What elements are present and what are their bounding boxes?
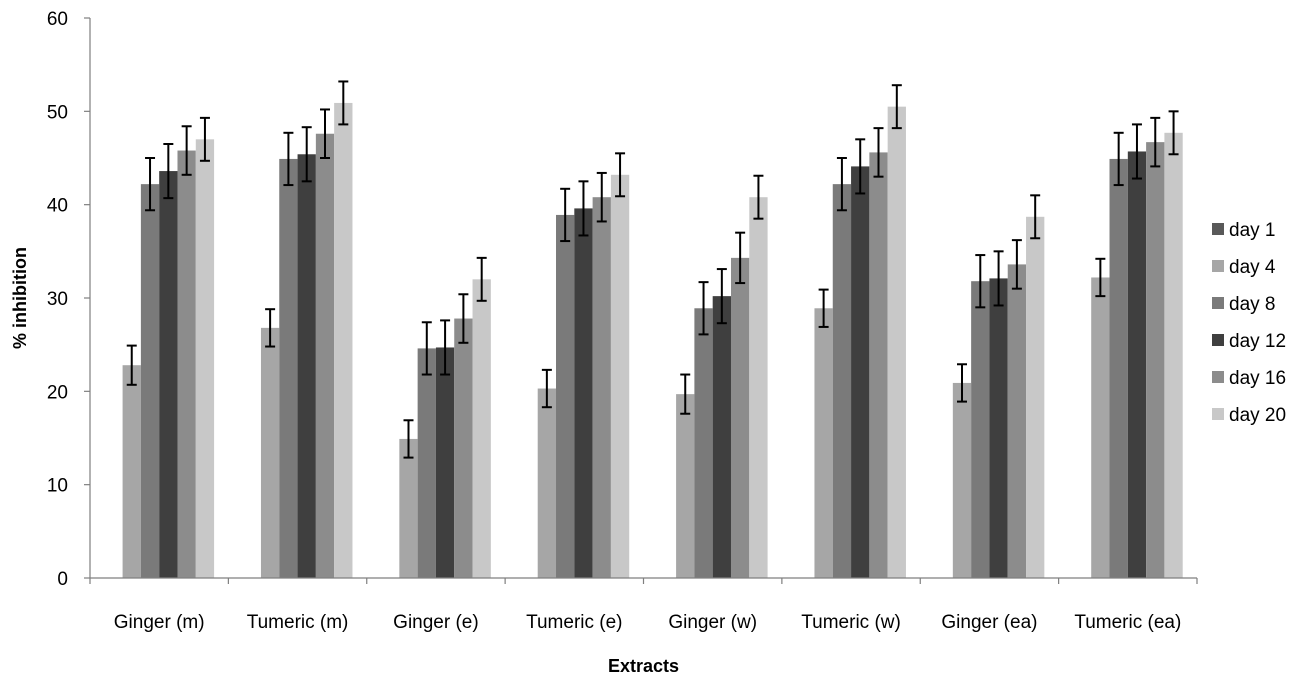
bar [1146,142,1165,578]
bar [297,154,316,578]
x-tick-label: Tumeric (ea) [1074,612,1181,633]
bar [887,106,906,579]
y-tick-label: 50 [47,102,68,123]
y-tick-label: 0 [57,569,68,590]
bar [1026,216,1045,579]
legend-swatch [1212,260,1224,272]
bar [694,308,713,578]
bar [676,394,695,578]
bar [1164,132,1183,579]
bar [537,388,557,578]
bar [574,208,593,578]
bar [195,139,215,579]
bar [592,197,611,578]
legend-swatch [1212,334,1224,346]
bar [851,166,870,578]
bar [730,257,750,578]
bar [1109,158,1128,578]
bar [1007,264,1027,578]
bar [454,318,473,578]
legend-swatch [1212,297,1224,309]
y-tick-label: 30 [47,289,68,310]
x-tick-label: Ginger (m) [114,612,205,633]
legend-label: day 8 [1229,294,1275,315]
error-bars [126,80,1179,459]
legend-label: day 20 [1229,405,1286,426]
bar [260,327,280,578]
legend: day 1 day 4 day 8 day 12 day 16 day 20 [1212,220,1286,426]
bar [989,278,1008,578]
y-tick-label: 60 [47,9,68,30]
y-axis-title: % inhibition [10,247,30,349]
bar [334,102,353,578]
bar [712,296,731,578]
bar [814,308,833,578]
bar [1127,151,1147,578]
bar [177,150,196,579]
bar [417,348,436,578]
legend-label: day 12 [1229,331,1286,352]
bars [122,102,1183,579]
bar [472,279,491,578]
y-tick-label: 40 [47,196,68,217]
bar [122,365,141,578]
bar [952,382,972,578]
bar [971,281,990,578]
legend-label: day 1 [1229,220,1275,241]
x-axis-labels: Ginger (m) Tumeric (m) Ginger (e) Tumeric (… [89,578,1198,633]
legend-swatch [1212,408,1224,420]
bar [279,158,298,578]
legend-label: day 4 [1229,257,1276,278]
bar [435,347,455,578]
bar [159,171,178,579]
x-axis-title: Extracts [608,656,679,676]
y-tick-label: 20 [47,382,68,403]
x-tick-label: Ginger (ea) [941,612,1037,633]
bar [315,133,335,578]
bar [869,152,888,578]
bar [140,184,160,578]
y-tick-label: 10 [47,476,68,497]
legend-swatch [1212,223,1224,235]
bar [556,214,575,578]
bar [610,174,630,579]
x-tick-label: Ginger (e) [393,612,479,633]
x-tick-label: Tumeric (e) [526,612,622,633]
bar [1091,277,1110,578]
x-tick-label: Tumeric (m) [247,612,349,633]
legend-swatch [1212,371,1224,383]
y-axis-ticks: 0 10 20 30 40 50 60 [47,9,90,590]
x-tick-label: Tumeric (w) [801,612,901,633]
legend-label: day 16 [1229,368,1286,389]
bar [832,184,852,578]
x-tick-label: Ginger (w) [668,612,757,633]
bar [399,438,418,578]
bar [749,197,768,578]
